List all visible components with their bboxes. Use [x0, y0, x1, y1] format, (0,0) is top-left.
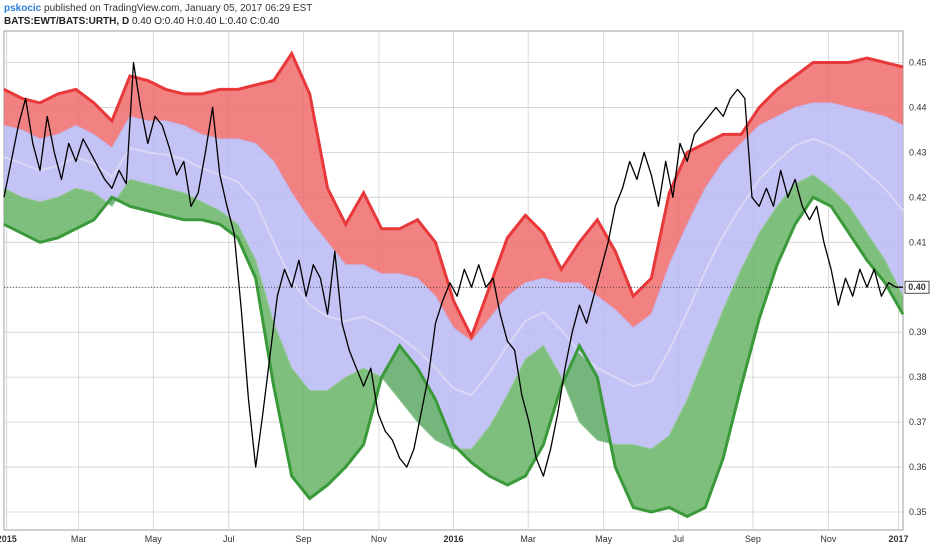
lower-band-fill	[4, 174, 903, 517]
center-line	[3, 137, 904, 397]
y-tick-label: 0.39	[909, 327, 927, 337]
x-tick-label: 2015	[0, 534, 17, 544]
upper-band-fill	[4, 53, 903, 342]
x-tick-label: May	[145, 534, 163, 544]
x-tick-label: Nov	[371, 534, 388, 544]
x-tick-label: Sep	[745, 534, 761, 544]
symbol-label: BATS:EWT/BATS:URTH, D	[4, 16, 130, 27]
x-tick-label: Nov	[820, 534, 837, 544]
last-value-label: 0.40	[908, 282, 926, 292]
y-tick-label: 0.37	[909, 417, 927, 427]
y-tick-label: 0.36	[909, 462, 927, 472]
price-line	[3, 61, 903, 477]
chart-axes: 0.35 0.36 0.37 0.38 0.39 0.40 0.41 0.42 0.43 0.44…	[0, 57, 930, 544]
x-tick-label: 2017	[888, 534, 908, 544]
x-tick-label: Sep	[295, 534, 311, 544]
author-link[interactable]: pskocic	[4, 3, 42, 14]
x-tick-label: Jul	[223, 534, 235, 544]
x-tick-label: Mar	[71, 534, 87, 544]
y-tick-label: 0.41	[909, 237, 927, 247]
x-tick-label: Mar	[520, 534, 536, 544]
price-line-group	[3, 61, 903, 477]
lower-band-line	[3, 195, 905, 519]
y-tick-label: 0.44	[909, 102, 927, 112]
y-tick-label: 0.38	[909, 372, 927, 382]
middle-band-fill	[4, 102, 903, 450]
chart-header: pskocic published on TradingView.com, Ja…	[4, 2, 312, 28]
x-tick-label: May	[595, 534, 613, 544]
envelope-bands	[3, 50, 905, 519]
publish-info: published on TradingView.com, January 05…	[44, 3, 313, 14]
mid-lower-line	[3, 174, 904, 450]
y-tick-label: 0.43	[909, 147, 927, 157]
y-tick-label: 0.42	[909, 192, 927, 202]
publish-line: pskocic published on TradingView.com, Ja…	[4, 2, 312, 15]
ohlc-readout: 0.40 O:0.40 H:0.40 L:0.40 C:0.40	[131, 16, 280, 27]
y-tick-label: 0.35	[909, 507, 927, 517]
x-tick-label: 2016	[443, 534, 463, 544]
y-tick-label: 0.45	[909, 57, 927, 67]
symbol-line: BATS:EWT/BATS:URTH, D 0.40 O:0.40 H:0.40…	[4, 15, 312, 28]
upper-band-line	[3, 50, 904, 341]
last-value-box	[904, 280, 930, 294]
x-tick-label: Jul	[672, 534, 684, 544]
